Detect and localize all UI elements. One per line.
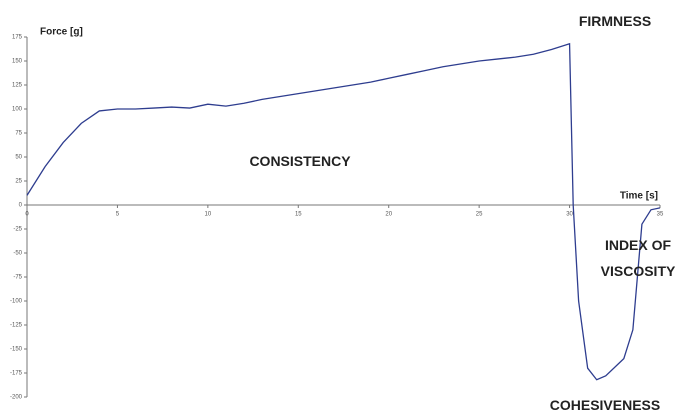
- y-tick-label: 0: [19, 203, 23, 209]
- y-tick-label: 150: [12, 59, 23, 65]
- y-tick-label: 75: [15, 131, 22, 137]
- y-tick-label: 50: [15, 155, 22, 161]
- y-tick-label: -75: [13, 275, 22, 281]
- y-tick-label: -25: [13, 227, 22, 233]
- annotation: CONSISTENCY: [249, 153, 351, 169]
- x-tick-label: 0: [25, 212, 29, 218]
- annotation: FIRMNESS: [578, 13, 652, 29]
- x-tick-label: 20: [385, 212, 392, 218]
- x-tick-label: 25: [476, 212, 483, 218]
- annotation: COHESIVENESS: [549, 397, 661, 413]
- y-tick-label: 125: [12, 83, 23, 89]
- data-line: [26, 42, 661, 381]
- annotation: INDEX OF VISCOSITY: [600, 237, 676, 279]
- y-tick-label: 25: [15, 179, 22, 185]
- x-tick-label: 35: [657, 212, 664, 218]
- x-axis-label: Time [s]: [620, 191, 658, 202]
- y-tick-label: -200: [10, 395, 23, 401]
- y-tick-label: -100: [10, 299, 23, 305]
- y-tick-label: 100: [12, 107, 23, 113]
- x-tick-label: 10: [205, 212, 212, 218]
- x-tick-label: 5: [116, 212, 120, 218]
- x-tick-label: 15: [295, 212, 302, 218]
- y-axis-label: Force [g]: [40, 27, 83, 38]
- y-tick-label: 175: [12, 35, 23, 41]
- y-tick-label: -50: [13, 251, 22, 257]
- y-tick-label: -125: [10, 323, 23, 329]
- x-tick-label: 30: [566, 212, 573, 218]
- y-tick-label: -150: [10, 347, 23, 353]
- y-tick-label: -175: [10, 371, 23, 377]
